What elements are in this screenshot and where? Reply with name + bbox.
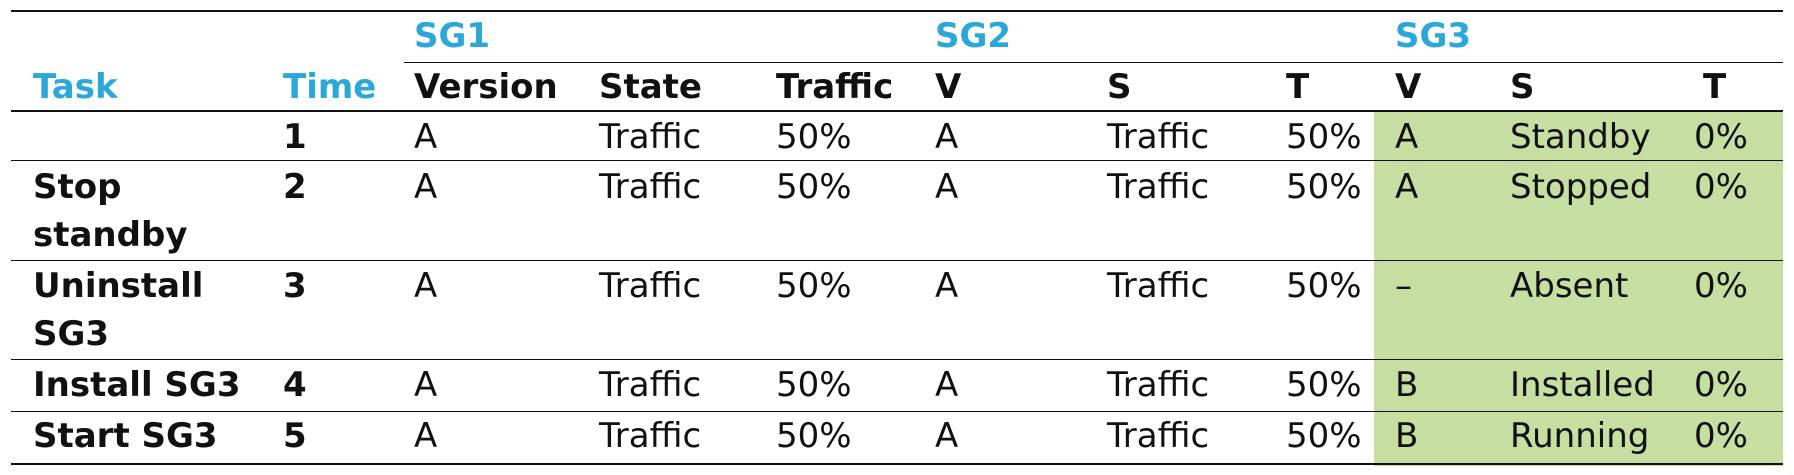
sg3-traffic-cell: 0% bbox=[1694, 117, 1748, 157]
sg3-state-cell: Stopped bbox=[1510, 167, 1652, 207]
sg1-traffic-cell: 50% bbox=[776, 167, 852, 207]
rule-group bbox=[404, 62, 1783, 63]
sg2-state-cell: Traffic bbox=[1107, 365, 1210, 405]
task-cell-line-1: Start SG3 bbox=[33, 416, 218, 456]
sg2-version-cell: A bbox=[935, 416, 959, 456]
rule-row-3 bbox=[11, 359, 1783, 360]
sg1-state-cell: Traffic bbox=[599, 167, 702, 207]
sg2-state-cell: Traffic bbox=[1107, 266, 1210, 306]
sg3-state-cell: Running bbox=[1510, 416, 1650, 456]
sg1-traffic-cell: 50% bbox=[776, 416, 852, 456]
sg3-state-cell: Installed bbox=[1510, 365, 1655, 405]
sg1-version-cell: A bbox=[414, 266, 438, 306]
group-header-sg3: SG3 bbox=[1395, 16, 1472, 56]
sg3-state-cell: Standby bbox=[1510, 117, 1651, 157]
sg1-traffic-cell: 50% bbox=[776, 117, 852, 157]
column-header-sg3-s: S bbox=[1510, 67, 1535, 107]
time-cell: 2 bbox=[283, 167, 307, 207]
sg1-state-cell: Traffic bbox=[599, 365, 702, 405]
sg3-traffic-cell: 0% bbox=[1694, 266, 1748, 306]
sg2-version-cell: A bbox=[935, 167, 959, 207]
sg3-version-cell: A bbox=[1395, 167, 1419, 207]
sg3-traffic-cell: 0% bbox=[1694, 416, 1748, 456]
task-cell-line-1: Stop bbox=[33, 167, 122, 207]
group-header-sg2: SG2 bbox=[935, 16, 1012, 56]
sg3-version-cell: A bbox=[1395, 117, 1419, 157]
sg2-traffic-cell: 50% bbox=[1286, 117, 1362, 157]
sg2-version-cell: A bbox=[935, 266, 959, 306]
group-header-sg1: SG1 bbox=[414, 16, 491, 56]
task-cell-line-1: Install SG3 bbox=[33, 365, 241, 405]
sg3-version-cell: B bbox=[1395, 365, 1419, 405]
column-header-sg1-version: Version bbox=[414, 67, 558, 107]
sg2-traffic-cell: 50% bbox=[1286, 167, 1362, 207]
rule-header bbox=[11, 110, 1783, 112]
sg3-state-cell: Absent bbox=[1510, 266, 1629, 306]
sg1-state-cell: Traffic bbox=[599, 416, 702, 456]
rule-row-4 bbox=[11, 411, 1783, 412]
sg2-traffic-cell: 50% bbox=[1286, 266, 1362, 306]
sg2-state-cell: Traffic bbox=[1107, 117, 1210, 157]
rule-row-1 bbox=[11, 160, 1783, 161]
sg3-version-cell: – bbox=[1395, 266, 1412, 306]
sg1-traffic-cell: 50% bbox=[776, 365, 852, 405]
sg3-version-cell: B bbox=[1395, 416, 1419, 456]
sg2-state-cell: Traffic bbox=[1107, 416, 1210, 456]
sg1-version-cell: A bbox=[414, 167, 438, 207]
time-cell: 3 bbox=[283, 266, 307, 306]
sg1-version-cell: A bbox=[414, 117, 438, 157]
column-header-sg1-state: State bbox=[599, 67, 702, 107]
rule-row-2 bbox=[11, 260, 1783, 261]
sg2-version-cell: A bbox=[935, 117, 959, 157]
sg3-traffic-cell: 0% bbox=[1694, 365, 1748, 405]
sg2-traffic-cell: 50% bbox=[1286, 365, 1362, 405]
sg2-traffic-cell: 50% bbox=[1286, 416, 1362, 456]
column-header-sg1-traffic: Traffic bbox=[776, 67, 894, 107]
sg3-highlight bbox=[1374, 110, 1783, 466]
sg3-traffic-cell: 0% bbox=[1694, 167, 1748, 207]
sg1-state-cell: Traffic bbox=[599, 266, 702, 306]
sg2-version-cell: A bbox=[935, 365, 959, 405]
task-cell-line-2: SG3 bbox=[33, 314, 110, 354]
sg1-traffic-cell: 50% bbox=[776, 266, 852, 306]
sg2-state-cell: Traffic bbox=[1107, 167, 1210, 207]
task-cell-line-2: standby bbox=[33, 215, 188, 255]
task-cell-line-1: Uninstall bbox=[33, 266, 204, 306]
column-header-sg3-t: T bbox=[1703, 67, 1727, 107]
column-header-sg2-v: V bbox=[935, 67, 962, 107]
column-header-sg2-t: T bbox=[1286, 67, 1310, 107]
sg1-state-cell: Traffic bbox=[599, 117, 702, 157]
sg1-version-cell: A bbox=[414, 416, 438, 456]
time-cell: 5 bbox=[283, 416, 307, 456]
rule-bottom bbox=[11, 463, 1783, 465]
time-cell: 1 bbox=[283, 117, 307, 157]
time-cell: 4 bbox=[283, 365, 307, 405]
sg1-version-cell: A bbox=[414, 365, 438, 405]
column-header-time: Time bbox=[283, 67, 377, 107]
column-header-sg3-v: V bbox=[1395, 67, 1422, 107]
column-header-sg2-s: S bbox=[1107, 67, 1132, 107]
rule-top bbox=[11, 10, 1783, 12]
column-header-task: Task bbox=[33, 67, 118, 107]
